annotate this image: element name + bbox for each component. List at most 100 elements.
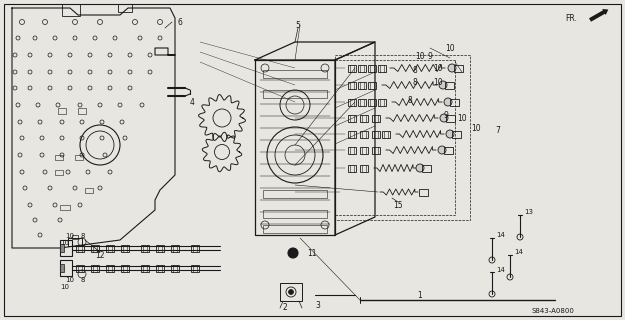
Text: 10: 10 (61, 284, 69, 290)
Bar (360, 115, 368, 122)
Text: 10: 10 (445, 44, 455, 52)
Bar (348, 65, 356, 71)
Text: 1: 1 (418, 291, 422, 300)
Text: 5: 5 (296, 20, 301, 29)
Circle shape (289, 290, 294, 294)
Bar (368, 65, 376, 71)
Text: 7: 7 (496, 125, 501, 134)
Text: 10: 10 (415, 52, 425, 60)
Bar (191, 244, 199, 252)
Circle shape (448, 64, 456, 72)
Bar (76, 265, 84, 271)
Text: 10: 10 (433, 77, 442, 86)
Text: S843-A0800: S843-A0800 (531, 308, 574, 314)
Bar (382, 131, 390, 138)
Bar (85, 188, 93, 193)
Text: 10: 10 (471, 124, 481, 132)
Bar (446, 115, 454, 122)
Text: 13: 13 (524, 209, 533, 215)
Bar (75, 155, 83, 160)
Bar (171, 265, 179, 271)
Text: 10: 10 (66, 233, 74, 239)
Text: 15: 15 (393, 201, 403, 210)
Bar (263, 210, 327, 218)
Text: 11: 11 (307, 249, 316, 258)
Circle shape (446, 130, 454, 138)
Bar (55, 155, 63, 160)
Bar (372, 131, 380, 138)
Bar (358, 99, 366, 106)
Bar (121, 265, 129, 271)
Bar (449, 99, 459, 106)
Text: 14: 14 (496, 232, 505, 238)
Bar (419, 188, 428, 196)
Bar (368, 99, 376, 106)
Bar (280, 283, 302, 301)
Bar (378, 99, 386, 106)
Text: 10: 10 (61, 240, 69, 246)
Text: 9: 9 (444, 110, 449, 119)
Bar (421, 164, 431, 172)
Bar (348, 82, 356, 89)
Bar (141, 265, 149, 271)
Bar (263, 225, 327, 233)
Bar (171, 244, 179, 252)
FancyArrow shape (589, 9, 608, 22)
Bar (348, 115, 356, 122)
Bar (263, 70, 327, 78)
Bar (378, 65, 386, 71)
Circle shape (416, 164, 424, 172)
Bar (76, 244, 84, 252)
Circle shape (440, 114, 448, 122)
Text: 10: 10 (433, 63, 442, 73)
Bar (360, 147, 368, 154)
Bar (335, 55, 470, 220)
Text: 10: 10 (458, 114, 467, 123)
Bar (106, 265, 114, 271)
Bar (60, 264, 64, 272)
Circle shape (444, 98, 452, 106)
Bar (348, 164, 356, 172)
Bar (360, 131, 368, 138)
Bar (454, 65, 462, 71)
Bar (348, 99, 356, 106)
Bar (78, 108, 86, 114)
Bar (121, 244, 129, 252)
Text: FR.: FR. (565, 13, 577, 22)
Bar (444, 82, 454, 89)
Text: 8: 8 (81, 277, 85, 283)
Text: 8: 8 (408, 95, 412, 105)
Bar (91, 265, 99, 271)
Bar (118, 4, 132, 12)
Bar (60, 244, 64, 252)
Bar (372, 115, 380, 122)
Bar (106, 244, 114, 252)
Text: 9: 9 (428, 52, 432, 60)
Bar (156, 265, 164, 271)
Text: 8: 8 (81, 233, 85, 239)
Text: 8: 8 (412, 66, 418, 75)
Bar (348, 131, 356, 138)
Bar (358, 82, 366, 89)
Bar (62, 4, 80, 16)
Bar (368, 82, 376, 89)
Bar (263, 90, 327, 98)
Text: 3: 3 (316, 300, 321, 309)
Bar (444, 147, 452, 154)
Circle shape (439, 81, 447, 89)
Bar (141, 244, 149, 252)
Text: 6: 6 (178, 18, 183, 27)
Bar (72, 235, 78, 239)
Bar (60, 205, 70, 210)
Bar (55, 170, 63, 175)
Bar (58, 108, 66, 114)
Bar (156, 244, 164, 252)
Bar (358, 65, 366, 71)
Circle shape (288, 248, 298, 258)
Text: 4: 4 (189, 98, 194, 107)
Text: 8: 8 (412, 77, 418, 86)
Bar (372, 147, 380, 154)
Circle shape (438, 146, 446, 154)
Bar (60, 240, 72, 256)
Text: 14: 14 (514, 249, 523, 255)
